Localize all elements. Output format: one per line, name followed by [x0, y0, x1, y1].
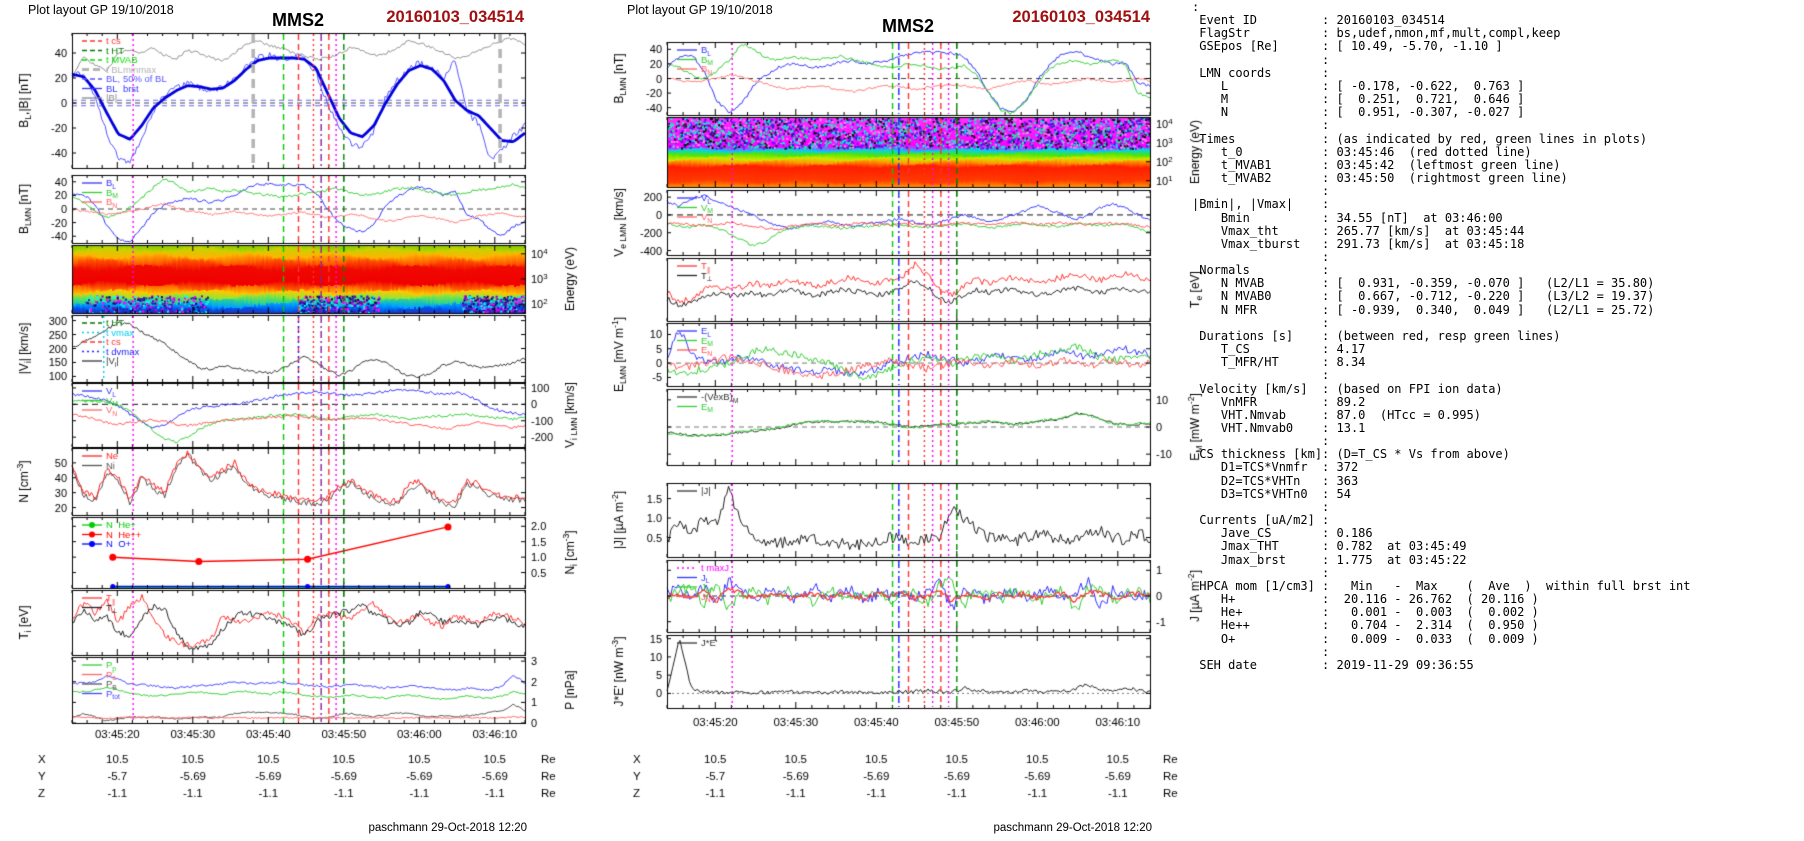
event-id-left: 20160103_034514	[386, 8, 524, 26]
info-panel: : Event ID : 20160103_034514 FlagStr : b…	[1192, 0, 1691, 672]
event-id-middle: 20160103_034514	[1012, 8, 1150, 26]
spacecraft-title-left: MMS2	[271, 10, 324, 30]
footer-credit-middle: paschmann 29-Oct-2018 12:20	[993, 822, 1152, 834]
layout-title-left: Plot layout GP 19/10/2018	[28, 3, 174, 17]
spacecraft-title-middle: MMS2	[881, 16, 934, 36]
footer-credit-left: paschmann 29-Oct-2018 12:20	[368, 822, 527, 834]
layout-title-middle: Plot layout GP 19/10/2018	[627, 3, 773, 17]
